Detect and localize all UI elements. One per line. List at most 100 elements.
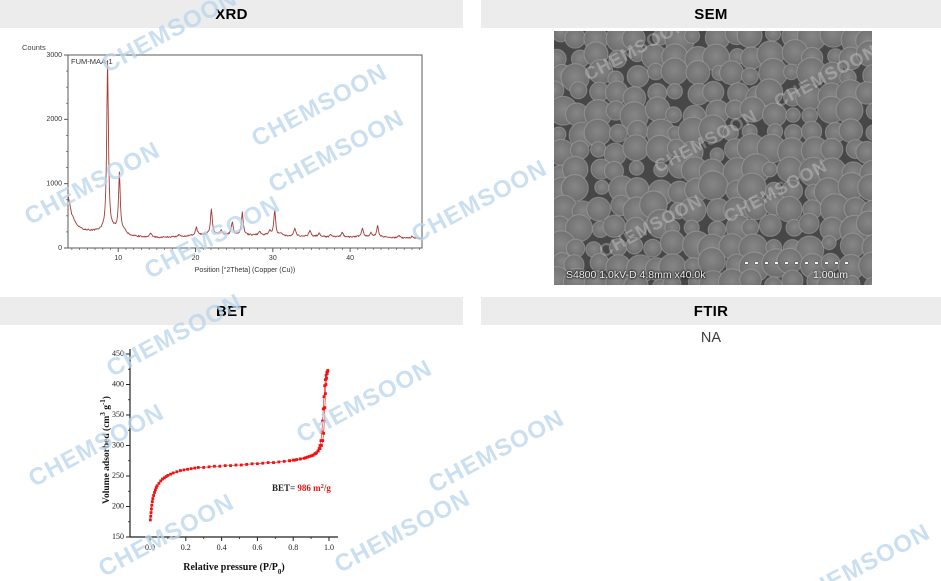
- xrd-x-tick-label: 10: [114, 255, 122, 262]
- bet-x-tick-label: 0.0: [145, 543, 155, 552]
- xrd-y-axis-title: Counts: [22, 43, 46, 52]
- bet-data-point: [304, 456, 308, 460]
- bet-x-tick-label: 1.0: [324, 543, 334, 552]
- bet-data-point: [325, 370, 329, 374]
- bet-data-point: [169, 472, 172, 476]
- bet-x-axis-title: Relative pressure (P/P0): [183, 562, 284, 576]
- bet-data-point: [202, 466, 206, 469]
- sem-scale-bar: [745, 262, 848, 264]
- xrd-chart: Counts 0 1000 2000 3000 10 20 30 40 Position [°2T…: [22, 43, 423, 274]
- sem-instrument-label: S4800 1.0kV-D 4.8mm x40.0k: [566, 269, 706, 281]
- bet-data-point: [151, 497, 155, 500]
- bet-data-point: [157, 481, 161, 485]
- sem-scale-tick: [775, 262, 778, 264]
- bet-x-tick-label: 0.8: [288, 543, 298, 552]
- bet-data-point: [166, 473, 170, 477]
- bet-data-point: [277, 460, 281, 464]
- bet-data-point: [321, 407, 325, 411]
- bet-data-point: [306, 455, 309, 459]
- bet-data-point: [213, 464, 216, 468]
- sem-scale-tick: [765, 262, 768, 264]
- bet-data-point: [322, 419, 326, 423]
- bet-data-point: [318, 444, 322, 447]
- sem-title: SEM: [694, 5, 728, 23]
- bet-data-point: [154, 486, 158, 489]
- bet-data-point: [266, 461, 270, 464]
- sem-scale-tick: [755, 262, 758, 264]
- bet-data-point: [315, 451, 318, 455]
- bet-data-point: [321, 419, 324, 423]
- bet-data-point: [317, 447, 321, 450]
- bet-section-header: BET: [0, 297, 463, 325]
- bet-data-point: [311, 453, 315, 457]
- bet-data-point: [162, 476, 166, 480]
- xrd-x-tick-label: 30: [269, 255, 277, 262]
- bet-data-point: [322, 395, 326, 399]
- bet-data-point: [320, 430, 324, 434]
- xrd-title: XRD: [215, 5, 248, 23]
- sem-image: S4800 1.0kV-D 4.8mm x40.0k 1.00um CHEMSO…: [554, 31, 872, 285]
- bet-data-point: [319, 439, 323, 443]
- bet-data-point: [309, 454, 313, 458]
- bet-data-point: [323, 406, 327, 410]
- bet-data-point: [150, 500, 154, 504]
- bet-chart: 150 200 250 300 350 400 450 0.0 0.2 0.4 0.6 0.8 1.0 V…: [99, 349, 338, 576]
- bet-data-point: [313, 452, 317, 456]
- bet-data-point: [207, 465, 211, 469]
- xrd-section-header: XRD: [0, 0, 463, 28]
- ftir-value: NA: [700, 330, 722, 346]
- bet-data-point: [229, 464, 232, 468]
- bet-data-point: [150, 507, 153, 511]
- bet-data-point: [189, 467, 193, 471]
- bet-data-point: [153, 491, 156, 494]
- bet-isotherm-line: [150, 370, 329, 520]
- sem-scale-tick: [825, 262, 828, 264]
- xrd-y-tick-label: 1000: [46, 181, 62, 188]
- bet-data-point: [324, 373, 328, 377]
- bet-data-point: [148, 518, 152, 522]
- bet-data-point: [324, 392, 327, 396]
- sem-scale-tick: [815, 262, 818, 264]
- bet-data-point: [307, 455, 311, 458]
- bet-data-point: [193, 466, 197, 470]
- xrd-x-tick-label: 40: [346, 255, 354, 262]
- bet-data-point: [302, 456, 306, 460]
- bet-x-tick-label: 0.4: [217, 543, 227, 552]
- bet-data-point: [298, 457, 302, 461]
- bet-data-point: [175, 470, 179, 474]
- sem-scale-tick: [845, 262, 848, 264]
- xrd-y-tick-label: 2000: [46, 116, 62, 123]
- bet-y-tick-label: 250: [112, 471, 124, 480]
- xrd-x-axis-title: Position [°2Theta] (Copper (Cu)): [195, 266, 295, 274]
- bet-data-point: [149, 514, 153, 518]
- bet-data-point: [291, 458, 295, 462]
- xrd-x-tick-label: 20: [192, 255, 200, 262]
- bet-surface-area-annotation: BET= 986 m2/g: [272, 483, 331, 494]
- bet-data-point: [316, 449, 320, 453]
- bet-data-point: [321, 439, 325, 443]
- bet-data-point: [149, 511, 153, 514]
- bet-data-point: [223, 464, 227, 468]
- bet-title: BET: [216, 302, 247, 320]
- bet-data-point: [152, 494, 155, 497]
- bet-data-point: [323, 384, 327, 388]
- sem-scale-label: 1.00um: [812, 269, 848, 281]
- chemsoon-watermark: CHEMSOON: [790, 518, 935, 581]
- bet-data-point: [272, 461, 275, 464]
- bet-data-point: [293, 458, 297, 462]
- bet-data-point: [261, 461, 265, 465]
- bet-y-tick-label: 450: [112, 349, 124, 358]
- bet-y-axis-title: Volume adsorbed (cm3 g-1): [99, 396, 112, 504]
- sem-scale-tick: [805, 262, 808, 264]
- bet-data-point: [322, 431, 326, 435]
- bet-data-point: [150, 503, 154, 507]
- bet-data-point: [161, 477, 164, 481]
- bet-data-point: [324, 378, 327, 382]
- bet-data-point: [171, 471, 175, 475]
- bet-data-point: [182, 468, 186, 472]
- sem-scale-tick: [795, 262, 798, 264]
- ftir-section-header: FTIR: [481, 297, 941, 325]
- bet-data-point: [326, 369, 330, 372]
- xrd-y-tick-label: 3000: [46, 52, 62, 59]
